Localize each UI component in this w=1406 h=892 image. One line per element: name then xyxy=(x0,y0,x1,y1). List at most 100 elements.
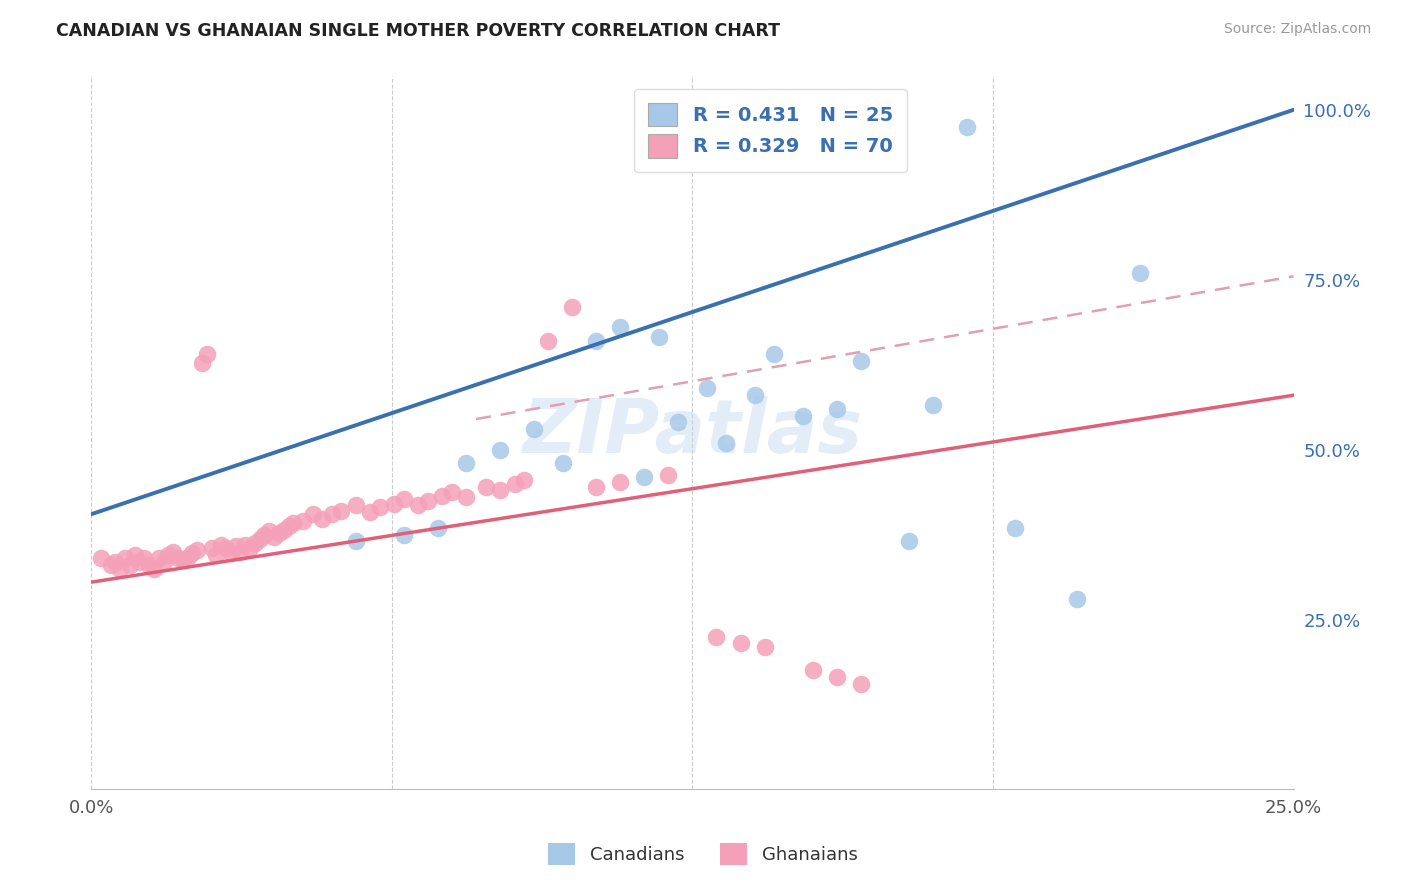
Point xyxy=(277,518,299,533)
Point xyxy=(263,530,285,544)
Point xyxy=(138,558,160,573)
Point xyxy=(157,548,180,562)
Point xyxy=(267,525,290,540)
Point xyxy=(259,524,281,538)
Point xyxy=(849,354,872,368)
Legend: R = 0.431   N = 25, R = 0.329   N = 70: R = 0.431 N = 25, R = 0.329 N = 70 xyxy=(634,89,907,171)
Point xyxy=(311,512,333,526)
Point xyxy=(239,541,262,556)
Point xyxy=(1129,266,1152,280)
Point xyxy=(825,401,848,416)
Point xyxy=(955,120,977,134)
Point xyxy=(100,558,122,573)
Point xyxy=(253,527,276,541)
Point xyxy=(167,551,190,566)
Point xyxy=(696,381,718,395)
Point xyxy=(714,435,737,450)
Point xyxy=(368,500,391,515)
Point xyxy=(148,551,170,566)
Point xyxy=(330,504,353,518)
Point xyxy=(585,480,607,494)
Point xyxy=(359,505,381,519)
Point xyxy=(537,334,560,348)
Point xyxy=(201,541,224,556)
Point xyxy=(225,539,247,553)
Point xyxy=(344,499,367,513)
Point xyxy=(474,480,496,494)
Point xyxy=(489,442,512,457)
Point xyxy=(205,548,228,562)
Point xyxy=(273,523,295,537)
Point xyxy=(181,546,204,560)
Point xyxy=(730,636,752,650)
Legend: Canadians, Ghanaians: Canadians, Ghanaians xyxy=(541,836,865,872)
Point xyxy=(229,544,252,558)
Point xyxy=(249,533,271,547)
Point xyxy=(291,514,314,528)
Point xyxy=(1004,521,1026,535)
Point xyxy=(513,473,536,487)
Point xyxy=(551,456,574,470)
Point xyxy=(392,527,415,541)
Point xyxy=(176,549,198,564)
Point xyxy=(609,320,631,334)
Point xyxy=(344,534,367,549)
Point xyxy=(209,538,232,552)
Point xyxy=(792,409,814,423)
Point xyxy=(219,546,242,560)
Point xyxy=(90,551,112,566)
Point xyxy=(523,422,546,436)
Point xyxy=(392,491,415,506)
Point xyxy=(110,561,132,575)
Point xyxy=(134,551,156,566)
Point xyxy=(585,334,607,348)
Point xyxy=(609,475,631,490)
Point xyxy=(666,416,689,430)
Point xyxy=(706,630,728,644)
Point xyxy=(118,558,141,573)
Point xyxy=(897,534,920,549)
Point xyxy=(922,399,945,413)
Point xyxy=(142,561,165,575)
Point xyxy=(440,484,463,499)
Point xyxy=(195,347,218,361)
Text: Source: ZipAtlas.com: Source: ZipAtlas.com xyxy=(1223,22,1371,37)
Text: CANADIAN VS GHANAIAN SINGLE MOTHER POVERTY CORRELATION CHART: CANADIAN VS GHANAIAN SINGLE MOTHER POVER… xyxy=(56,22,780,40)
Point xyxy=(503,476,526,491)
Point xyxy=(162,544,184,558)
Point xyxy=(408,499,430,513)
Point xyxy=(849,677,872,691)
Point xyxy=(104,555,127,569)
Point xyxy=(489,483,512,498)
Point xyxy=(382,497,405,511)
Point xyxy=(301,507,323,521)
Point xyxy=(561,300,583,314)
Point xyxy=(657,468,679,483)
Point xyxy=(456,490,478,504)
Point xyxy=(233,538,256,552)
Point xyxy=(321,507,343,521)
Point xyxy=(633,470,655,484)
Point xyxy=(191,356,214,370)
Point xyxy=(172,552,194,566)
Point xyxy=(186,543,208,558)
Point xyxy=(416,493,439,508)
Point xyxy=(432,489,454,503)
Text: ZIPatlas: ZIPatlas xyxy=(523,396,862,469)
Point xyxy=(744,388,766,402)
Point xyxy=(754,640,776,654)
Point xyxy=(243,536,266,550)
Point xyxy=(801,664,824,678)
Point xyxy=(426,521,449,535)
Point xyxy=(648,330,671,344)
Point xyxy=(114,551,136,566)
Point xyxy=(152,555,174,569)
Point xyxy=(128,555,150,569)
Point xyxy=(763,347,786,361)
Point xyxy=(283,516,305,530)
Point xyxy=(124,548,146,562)
Point xyxy=(456,456,478,470)
Point xyxy=(215,541,238,556)
Point xyxy=(1066,592,1088,607)
Point xyxy=(825,670,848,684)
